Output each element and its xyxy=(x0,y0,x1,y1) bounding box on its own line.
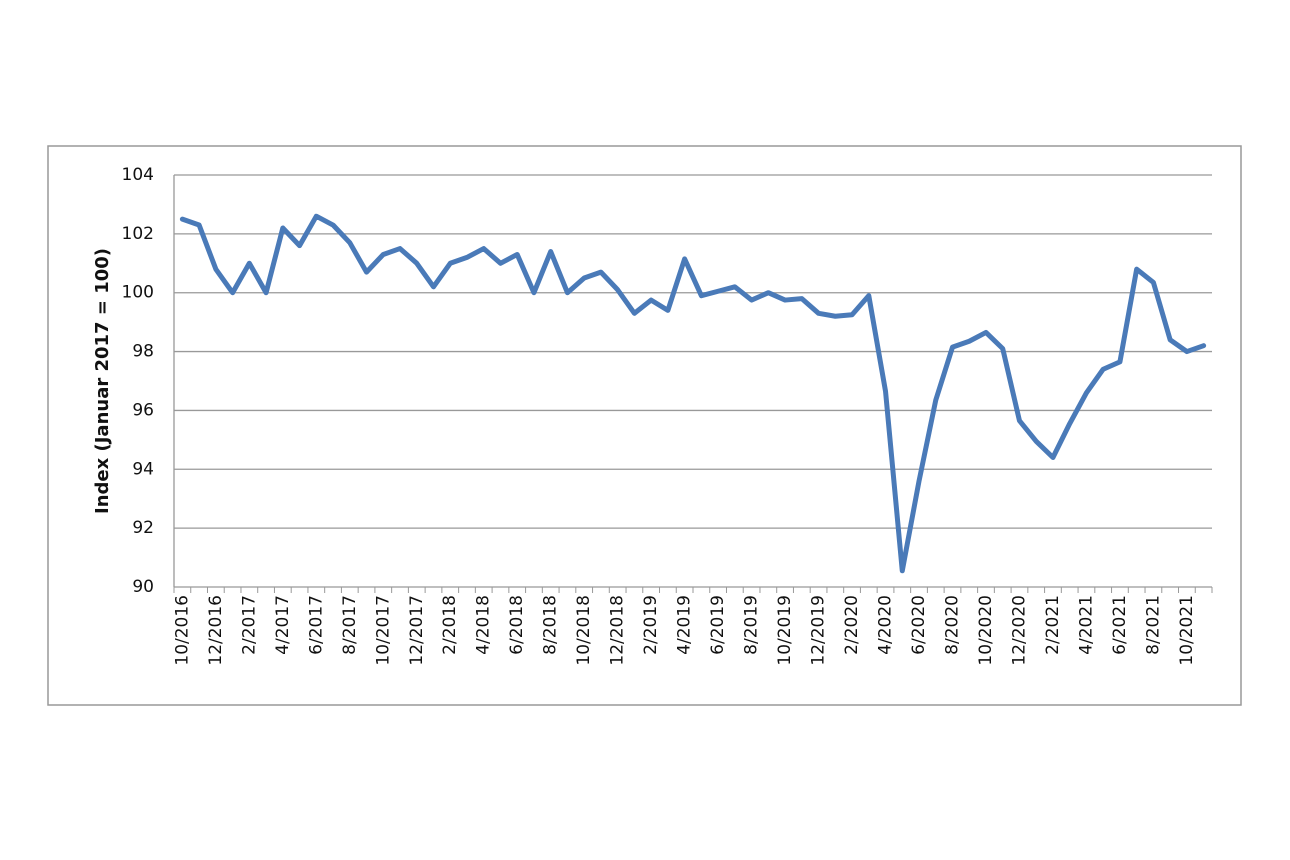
x-tick-label: 6/2018 xyxy=(507,595,527,655)
x-tick-label: 12/2018 xyxy=(608,595,628,666)
x-tick-label: 4/2018 xyxy=(474,595,494,655)
x-tick-label: 2/2021 xyxy=(1043,595,1063,655)
x-tick-label: 10/2021 xyxy=(1177,595,1197,666)
x-tick-label: 12/2020 xyxy=(1009,595,1029,666)
x-tick-label: 4/2017 xyxy=(273,595,293,655)
x-tick-label: 2/2018 xyxy=(440,595,460,655)
x-tick-label: 2/2019 xyxy=(641,595,661,655)
y-tick-label: 94 xyxy=(132,459,154,479)
chart-frame xyxy=(47,145,1242,706)
x-tick-label: 8/2020 xyxy=(943,595,963,655)
y-tick-label: 98 xyxy=(132,342,154,362)
x-tick-label: 4/2020 xyxy=(876,595,896,655)
y-axis-title: Index (Januar 2017 = 100) xyxy=(92,248,113,514)
x-tick-label: 8/2021 xyxy=(1143,595,1163,655)
x-tick-label: 12/2016 xyxy=(206,595,226,666)
x-tick-label: 10/2020 xyxy=(976,595,996,666)
x-tick-label: 10/2018 xyxy=(574,595,594,666)
x-tick-label: 2/2017 xyxy=(239,595,259,655)
x-tick-label: 6/2017 xyxy=(306,595,326,655)
x-tick-label: 8/2017 xyxy=(340,595,360,655)
data-line xyxy=(179,213,1207,574)
x-tick-label: 12/2017 xyxy=(407,595,427,666)
y-tick-label: 100 xyxy=(122,283,154,303)
y-tick-label: 96 xyxy=(132,400,154,420)
x-tick-label: 10/2019 xyxy=(775,595,795,666)
x-tick-label: 6/2020 xyxy=(909,595,929,655)
x-tick-label: 4/2021 xyxy=(1076,595,1096,655)
x-tick-label: 8/2019 xyxy=(742,595,762,655)
y-tick-label: 104 xyxy=(122,165,154,185)
x-tick-label: 4/2019 xyxy=(675,595,695,655)
x-tick-label: 12/2019 xyxy=(809,595,829,666)
y-tick-label: 92 xyxy=(132,518,154,538)
x-tick-label: 10/2017 xyxy=(373,595,393,666)
y-tick-label: 102 xyxy=(122,224,154,244)
y-tick-label: 90 xyxy=(132,577,154,597)
x-tick-label: 8/2018 xyxy=(541,595,561,655)
x-tick-label: 6/2019 xyxy=(708,595,728,655)
x-tick-label: 2/2020 xyxy=(842,595,862,655)
x-tick-label: 10/2016 xyxy=(172,595,192,666)
x-tick-label: 6/2021 xyxy=(1110,595,1130,655)
